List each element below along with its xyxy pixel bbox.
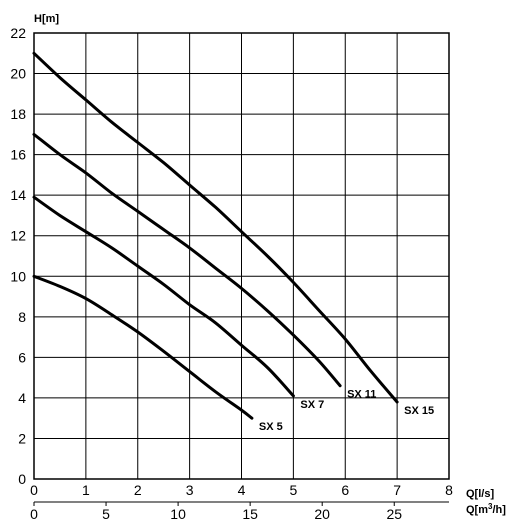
- x-tick-label: 1: [82, 482, 90, 498]
- x-tick-label: 5: [289, 482, 297, 498]
- x2-axis-label: Q[m3/h]: [466, 502, 506, 516]
- series-label-sx-7: SX 7: [300, 399, 324, 411]
- grid: [33, 32, 450, 506]
- series-line-sx-7: [32, 195, 295, 398]
- x-tick-label: 3: [186, 482, 194, 498]
- series-line-sx-15: [32, 51, 399, 404]
- x-tick-label: 0: [30, 482, 38, 498]
- x2-tick-label: 5: [102, 506, 110, 522]
- y-tick-label: 2: [18, 430, 26, 446]
- y-tick-label: 20: [10, 66, 26, 82]
- y-tick-label: 22: [10, 25, 26, 41]
- y-tick-label: 8: [18, 309, 26, 325]
- x-axis-label: Q[l/s]: [466, 488, 494, 500]
- y-tick-label: 0: [18, 471, 26, 487]
- y-axis-label: H[m]: [34, 13, 59, 25]
- x-tick-label: 4: [238, 482, 246, 498]
- x2-tick-label: 10: [170, 506, 186, 522]
- y-tick-label: 6: [18, 349, 26, 365]
- x2-tick-label: 20: [314, 506, 330, 522]
- series-label-sx-15: SX 15: [404, 405, 434, 417]
- x2-tick-label: 15: [242, 506, 258, 522]
- x-tick-label: 2: [134, 482, 142, 498]
- series-line-sx-11: [32, 132, 342, 388]
- x2-tick-label: 0: [30, 506, 38, 522]
- x-tick-label: 7: [393, 482, 401, 498]
- series-label-sx-5: SX 5: [259, 421, 283, 433]
- curves: SX 5 SX 7 SX 11 SX 15: [32, 51, 434, 433]
- y-tick-label: 18: [10, 106, 26, 122]
- y-tick-label: 12: [10, 228, 26, 244]
- y-tick-label: 4: [18, 390, 26, 406]
- y-tick-label: 14: [10, 187, 26, 203]
- series-label-sx-11: SX 11: [347, 389, 376, 401]
- y-tick-label: 16: [10, 147, 26, 163]
- series-line-sx-5: [32, 274, 254, 420]
- x-tick-label: 6: [341, 482, 349, 498]
- plot-frame: [33, 32, 450, 480]
- x-tick-label: 8: [445, 482, 453, 498]
- y-tick-label: 10: [10, 268, 26, 284]
- x2-tick-label: 25: [386, 506, 402, 522]
